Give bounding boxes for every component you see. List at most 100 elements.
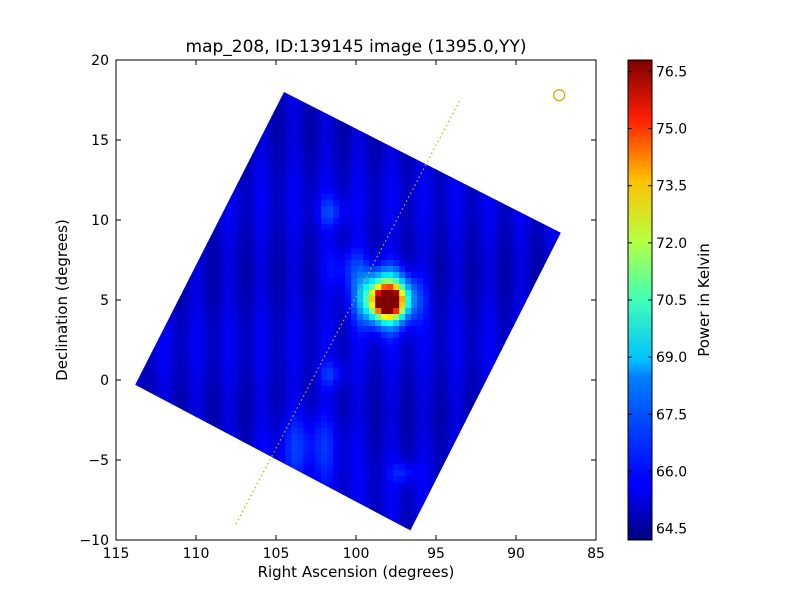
heatmap-cell xyxy=(393,482,400,489)
heatmap-cell xyxy=(477,218,484,225)
heatmap-cell xyxy=(147,476,154,483)
heatmap-cell xyxy=(279,368,286,375)
heatmap-cell xyxy=(483,302,490,309)
heatmap-cell xyxy=(549,152,556,159)
heatmap-cell xyxy=(165,248,172,255)
heatmap-cell xyxy=(393,320,400,327)
heatmap-cell xyxy=(183,440,190,447)
heatmap-cell xyxy=(195,224,202,231)
heatmap-cell xyxy=(465,152,472,159)
heatmap-cell xyxy=(381,332,388,339)
heatmap-cell xyxy=(297,326,304,333)
heatmap-cell xyxy=(525,470,532,477)
heatmap-cell xyxy=(273,242,280,249)
heatmap-cell xyxy=(465,440,472,447)
heatmap-cell xyxy=(405,386,412,393)
heatmap-cell xyxy=(339,308,346,315)
heatmap-cell xyxy=(345,230,352,237)
heatmap-cell xyxy=(435,410,442,417)
heatmap-cell xyxy=(135,92,142,99)
heatmap-cell xyxy=(273,470,280,477)
heatmap-cell xyxy=(201,410,208,417)
heatmap-cell xyxy=(453,428,460,435)
heatmap-cell xyxy=(543,488,550,495)
heatmap-cell xyxy=(249,494,256,501)
heatmap-cell xyxy=(153,98,160,105)
heatmap-cell xyxy=(513,398,520,405)
heatmap-cell xyxy=(309,116,316,123)
heatmap-cell xyxy=(465,278,472,285)
heatmap-cell xyxy=(279,140,286,147)
heatmap-cell xyxy=(321,452,328,459)
heatmap-cell xyxy=(411,302,418,309)
heatmap-cell xyxy=(225,284,232,291)
heatmap-cell xyxy=(321,302,328,309)
heatmap-cell xyxy=(369,476,376,483)
heatmap-cell xyxy=(165,146,172,153)
heatmap-cell xyxy=(429,464,436,471)
heatmap-cell xyxy=(141,206,148,213)
heatmap-cell xyxy=(501,242,508,249)
heatmap-cell xyxy=(153,506,160,513)
heatmap-cell xyxy=(153,452,160,459)
heatmap-cell xyxy=(363,350,370,357)
heatmap-cell xyxy=(159,356,166,363)
heatmap-cell xyxy=(261,488,268,495)
heatmap-cell xyxy=(309,200,316,207)
heatmap-cell xyxy=(309,110,316,117)
heatmap-cell xyxy=(219,170,226,177)
heatmap-cell xyxy=(333,200,340,207)
heatmap-cell xyxy=(447,212,454,219)
heatmap-cell xyxy=(483,92,490,99)
heatmap-cell xyxy=(471,116,478,123)
heatmap-cell xyxy=(417,92,424,99)
heatmap-cell xyxy=(555,428,561,435)
heatmap-cell xyxy=(429,350,436,357)
heatmap-cell xyxy=(489,104,496,111)
heatmap-cell xyxy=(525,302,532,309)
heatmap-cell xyxy=(525,248,532,255)
heatmap-cell xyxy=(231,272,238,279)
heatmap-cell xyxy=(147,320,154,327)
heatmap-cell xyxy=(327,374,334,381)
heatmap-cell xyxy=(327,410,334,417)
heatmap-cell xyxy=(255,398,262,405)
heatmap-cell xyxy=(171,206,178,213)
heatmap-cell xyxy=(387,332,394,339)
heatmap-cell xyxy=(471,176,478,183)
heatmap-cell xyxy=(207,188,214,195)
heatmap-cell xyxy=(177,494,184,501)
heatmap-cell xyxy=(501,272,508,279)
heatmap-cell xyxy=(465,338,472,345)
heatmap-cell xyxy=(507,254,514,261)
heatmap-cell xyxy=(435,392,442,399)
heatmap-cell xyxy=(315,224,322,231)
heatmap-cell xyxy=(207,284,214,291)
heatmap-cell xyxy=(273,218,280,225)
heatmap-cell xyxy=(471,134,478,141)
heatmap-cell xyxy=(507,470,514,477)
heatmap-cell xyxy=(321,140,328,147)
heatmap-cell xyxy=(399,410,406,417)
heatmap-cell xyxy=(501,152,508,159)
heatmap-cell xyxy=(237,368,244,375)
heatmap-cell xyxy=(177,380,184,387)
heatmap-cell xyxy=(483,482,490,489)
heatmap-cell xyxy=(525,218,532,225)
heatmap-cell xyxy=(531,152,538,159)
heatmap-cell xyxy=(267,398,274,405)
heatmap-cell xyxy=(447,506,454,513)
heatmap-cell xyxy=(471,452,478,459)
heatmap-cell xyxy=(483,308,490,315)
heatmap-cell xyxy=(453,404,460,411)
heatmap-cell xyxy=(189,248,196,255)
heatmap-cell xyxy=(225,296,232,303)
heatmap-cell xyxy=(549,110,556,117)
heatmap-cell xyxy=(435,98,442,105)
heatmap-cell xyxy=(465,212,472,219)
heatmap-cell xyxy=(453,410,460,417)
heatmap-cell xyxy=(177,122,184,129)
heatmap-cell xyxy=(369,404,376,411)
heatmap-cell xyxy=(393,284,400,291)
heatmap-cell xyxy=(237,338,244,345)
